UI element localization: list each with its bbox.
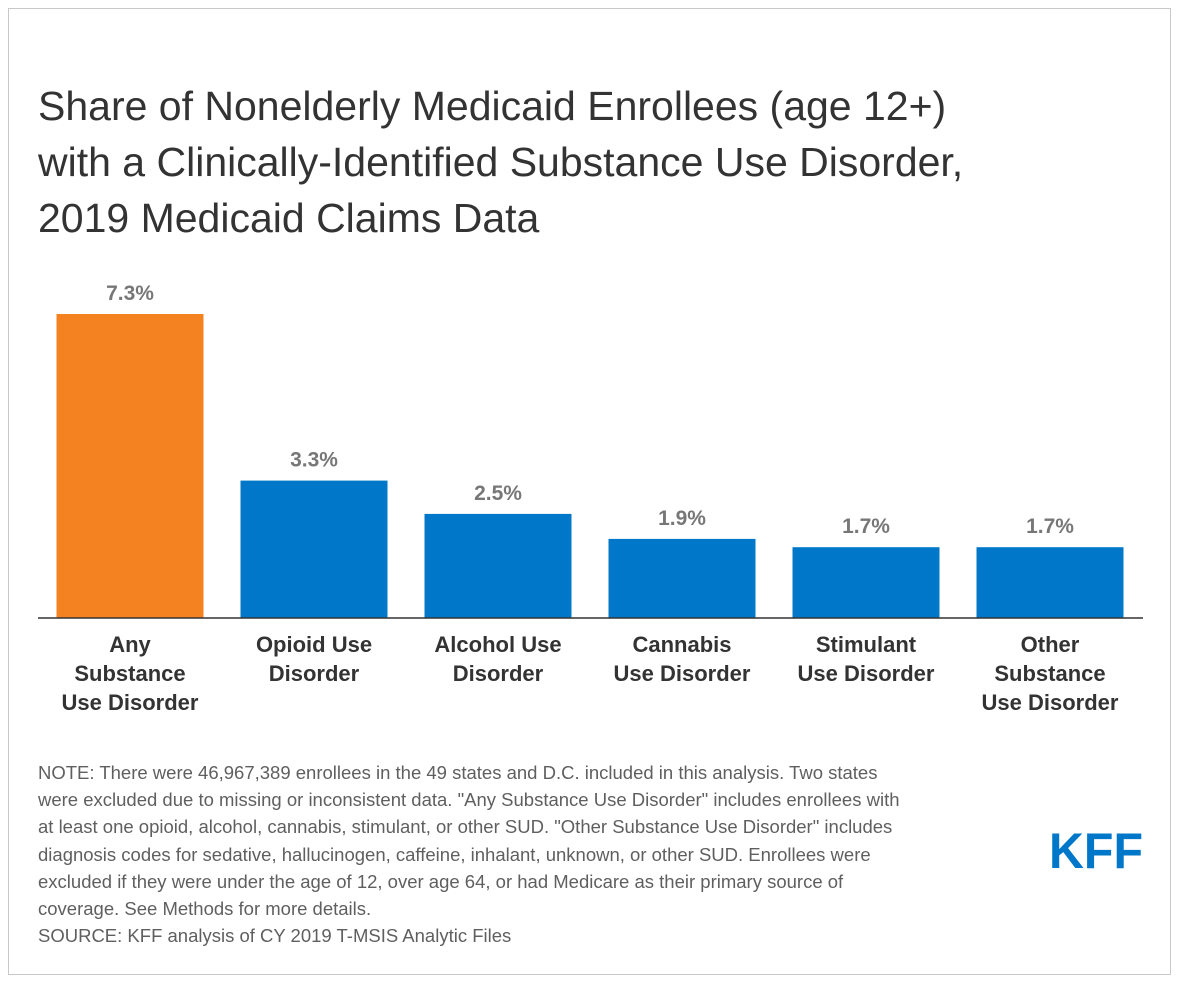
title-line-3: 2019 Medicaid Claims Data [38, 195, 540, 241]
category-label-4-line-1: Cannabis [632, 632, 731, 657]
title-line-2: with a Clinically-Identified Substance U… [38, 139, 964, 185]
category-label-3-line-2: Disorder [453, 661, 544, 686]
source-line: SOURCE: KFF analysis of CY 2019 T-MSIS A… [38, 925, 512, 947]
category-label-1-line-3: Use Disorder [62, 690, 199, 715]
bar-4 [608, 538, 756, 618]
chart-notes: NOTE: There were 46,967,389 enrollees in… [38, 759, 1038, 949]
bar-chart: 7.3% Any Substance Use Disorder 3.3% Opioid U… [38, 282, 1143, 715]
chart-title: Share of Nonelderly Medicaid Enrollees (… [38, 78, 1138, 246]
bar-2 [240, 480, 388, 618]
category-label-4-line-2: Use Disorder [614, 661, 751, 686]
category-label-6-line-2: Substance [994, 661, 1105, 686]
bar-5 [792, 547, 940, 618]
note-line-4: diagnosis codes for sedative, hallucinog… [38, 843, 871, 865]
category-label-1-line-1: Any [109, 632, 151, 657]
category-label-5-line-1: Stimulant [816, 632, 917, 657]
title-line-1: Share of Nonelderly Medicaid Enrollees (… [38, 83, 947, 129]
category-label-3-line-1: Alcohol Use [434, 632, 561, 657]
bar-6 [976, 547, 1124, 618]
category-label-2-line-1: Opioid Use [256, 632, 372, 657]
note-line-2: were excluded due to missing or inconsis… [38, 789, 900, 811]
category-label-5-line-2: Use Disorder [798, 661, 935, 686]
bar-3 [424, 513, 572, 618]
value-label-3: 2.5% [474, 482, 522, 505]
value-label-1: 7.3% [106, 282, 154, 305]
note-line-3: at least one opioid, alcohol, cannabis, … [38, 816, 893, 838]
category-label-6-line-1: Other [1021, 632, 1080, 657]
category-label-1-line-2: Substance [74, 661, 185, 686]
chart-frame [8, 8, 1171, 975]
value-label-2: 3.3% [290, 449, 338, 472]
category-label-2-line-2: Disorder [269, 661, 360, 686]
value-label-5: 1.7% [842, 515, 890, 538]
value-label-4: 1.9% [658, 507, 706, 530]
note-line-5: excluded if they were under the age of 1… [38, 870, 844, 892]
category-label-6-line-3: Use Disorder [982, 690, 1119, 715]
note-line-1: NOTE: There were 46,967,389 enrollees in… [38, 762, 878, 783]
bar-1 [56, 314, 204, 618]
note-line-6: coverage. See Methods for more details. [38, 898, 372, 920]
value-label-6: 1.7% [1026, 515, 1074, 538]
kff-logo-text: KFF [1049, 826, 1143, 870]
kff-logo: KFF [1049, 826, 1143, 870]
